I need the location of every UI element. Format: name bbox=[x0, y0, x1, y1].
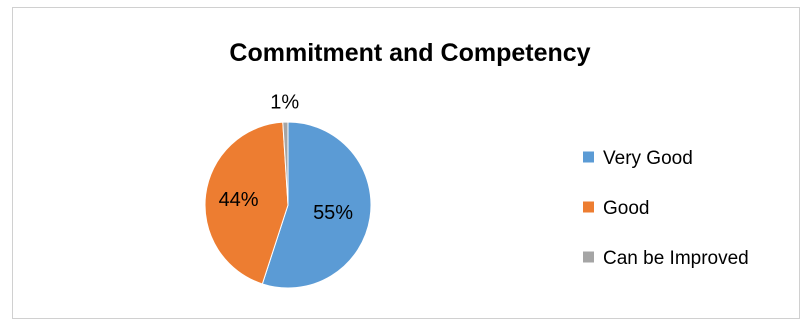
pie-slice-good bbox=[204, 121, 289, 285]
legend-swatch bbox=[583, 151, 594, 163]
legend-swatch bbox=[583, 201, 594, 213]
legend-label: Good bbox=[603, 198, 649, 219]
legend-label: Can be Improved bbox=[603, 248, 749, 269]
pie-slice-very-good bbox=[261, 121, 372, 289]
data-label-very-good: 55% bbox=[313, 202, 353, 224]
legend-item-very-good: Very Good bbox=[583, 148, 693, 169]
legend-label: Very Good bbox=[603, 148, 693, 169]
chart-legend: Very Good Good Can be Improved bbox=[583, 148, 749, 269]
data-label-can-be-improved: 1% bbox=[270, 91, 299, 113]
pie-slice-can-be-improved bbox=[282, 121, 289, 206]
legend-item-can-be-improved: Can be Improved bbox=[583, 248, 749, 269]
chart-area bbox=[12, 7, 800, 319]
data-label-good: 44% bbox=[219, 189, 259, 211]
legend-item-good: Good bbox=[583, 198, 649, 219]
chart-title: Commitment and Competency bbox=[229, 39, 590, 67]
legend-swatch bbox=[583, 251, 594, 263]
